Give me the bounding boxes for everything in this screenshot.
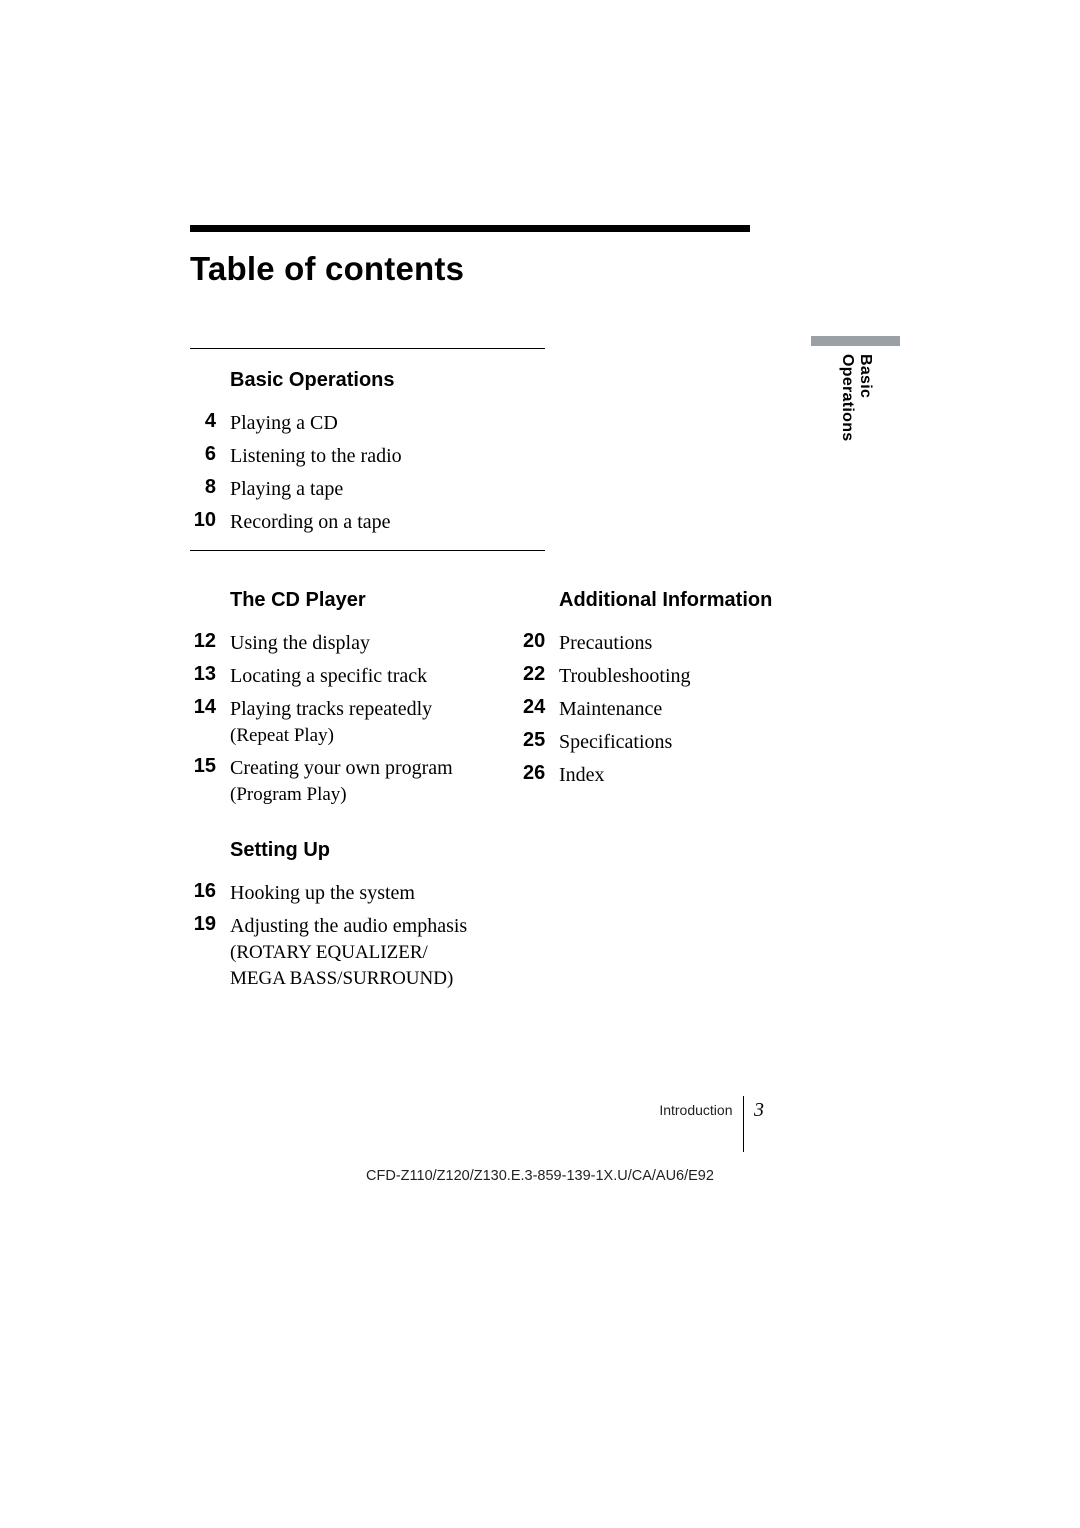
toc-page: 19 [190, 913, 216, 936]
toc-subtext: (Repeat Play) [230, 723, 432, 749]
toc-entry: 16 Hooking up the system [190, 880, 475, 907]
toc-entry: 13 Locating a specific track [190, 663, 475, 690]
toc-entry: 19 Adjusting the audio emphasis (ROTARY … [190, 913, 475, 991]
page-title: Table of contents [190, 250, 890, 288]
toc-page: 14 [190, 696, 216, 719]
toc-entry: 15 Creating your own program (Program Pl… [190, 755, 475, 808]
toc-page: 4 [190, 410, 216, 433]
toc-entry: 25 Specifications [523, 729, 808, 756]
toc-page: 22 [523, 663, 545, 686]
toc-entry: 12 Using the display [190, 630, 475, 657]
footer: Introduction 3 [659, 1082, 764, 1138]
toc-entry: 14 Playing tracks repeatedly (Repeat Pla… [190, 696, 475, 749]
heading-basic-operations: Basic Operations [230, 367, 395, 394]
toc-text: Adjusting the audio emphasis (ROTARY EQU… [230, 913, 467, 991]
toc-text: Locating a specific track [230, 663, 427, 690]
heading-cd-player: The CD Player [230, 587, 366, 614]
toc-entry: 4 Playing a CD [190, 410, 890, 437]
two-column-layout: The CD Player 12 Using the display 13 Lo… [190, 587, 890, 998]
toc-entry: 24 Maintenance [523, 696, 808, 723]
toc-text: Index [559, 762, 605, 789]
toc-entry: 6 Listening to the radio [190, 443, 890, 470]
toc-page: 13 [190, 663, 216, 686]
toc-page: 20 [523, 630, 545, 653]
basic-top-rule [190, 348, 545, 349]
toc-text: Playing a CD [230, 410, 338, 437]
toc-entry: 10 Recording on a tape [190, 509, 890, 536]
toc-page: 15 [190, 755, 216, 778]
toc-text: Creating your own program (Program Play) [230, 755, 453, 808]
toc-entry: 8 Playing a tape [190, 476, 890, 503]
toc-page: 24 [523, 696, 545, 719]
side-tab-bar [811, 336, 900, 346]
left-column: The CD Player 12 Using the display 13 Lo… [190, 587, 475, 998]
basic-bottom-rule [190, 550, 545, 551]
section-basic-operations: Basic Operations 4 Playing a CD 6 Listen… [190, 367, 890, 536]
toc-subtext: (Program Play) [230, 782, 453, 808]
section-setting-up: Setting Up 16 Hooking up the system 19 A… [190, 837, 475, 991]
toc-page: 10 [190, 509, 216, 532]
toc-text: Playing a tape [230, 476, 343, 503]
section-cd-player: The CD Player 12 Using the display 13 Lo… [190, 587, 475, 807]
toc-page: 16 [190, 880, 216, 903]
footer-page-number: 3 [754, 1099, 764, 1122]
toc-page: 6 [190, 443, 216, 466]
toc-entry: 26 Index [523, 762, 808, 789]
document-id: CFD-Z110/Z120/Z130.E.3-859-139-1X.U/CA/A… [0, 1168, 1080, 1184]
page-content: Table of contents Basic Operations 4 Pla… [190, 225, 890, 998]
toc-text: Listening to the radio [230, 443, 402, 470]
side-tab-label: Basic Operations [838, 354, 874, 441]
title-rule [190, 225, 750, 232]
heading-additional-info: Additional Information [559, 587, 772, 614]
toc-text: Recording on a tape [230, 509, 391, 536]
toc-text: Maintenance [559, 696, 662, 723]
toc-subtext: (ROTARY EQUALIZER/ MEGA BASS/SURROUND) [230, 940, 467, 991]
toc-text: Specifications [559, 729, 672, 756]
toc-page: 26 [523, 762, 545, 785]
toc-text: Playing tracks repeatedly (Repeat Play) [230, 696, 432, 749]
toc-entry: 20 Precautions [523, 630, 808, 657]
section-additional-info: Additional Information 20 Precautions 22… [523, 587, 808, 789]
toc-entry: 22 Troubleshooting [523, 663, 808, 690]
toc-page: 25 [523, 729, 545, 752]
toc-text: Using the display [230, 630, 370, 657]
footer-divider [743, 1096, 745, 1152]
toc-text: Precautions [559, 630, 652, 657]
toc-text: Troubleshooting [559, 663, 691, 690]
right-column: Additional Information 20 Precautions 22… [523, 587, 808, 795]
toc-page: 12 [190, 630, 216, 653]
toc-page: 8 [190, 476, 216, 499]
footer-section-label: Introduction [659, 1102, 732, 1118]
toc-text: Hooking up the system [230, 880, 415, 907]
heading-setting-up: Setting Up [230, 837, 330, 864]
